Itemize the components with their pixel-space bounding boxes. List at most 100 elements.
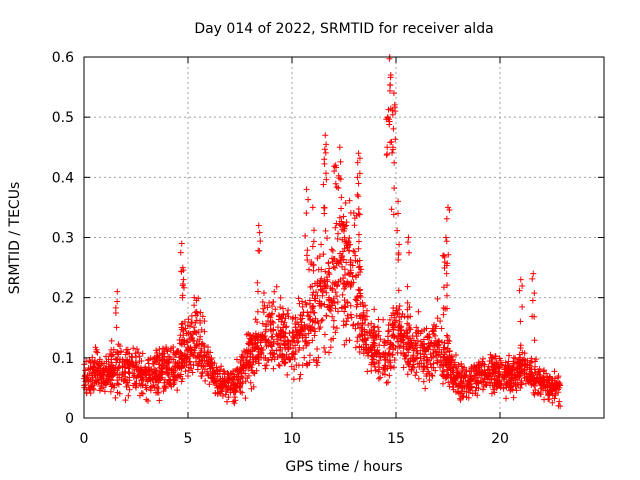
data-point — [256, 229, 263, 236]
data-point — [530, 270, 537, 277]
data-point — [291, 366, 298, 373]
data-point — [281, 319, 288, 326]
data-point — [445, 204, 451, 211]
data-point — [189, 334, 196, 341]
data-point — [332, 289, 339, 296]
axis-ticks: 0 0.1 0.2 0.3 0.4 0.5 0.6 0 5 10 15 20 — [52, 50, 604, 447]
data-point — [109, 365, 116, 372]
data-point — [247, 359, 254, 366]
data-point — [124, 356, 131, 363]
data-point — [254, 308, 261, 315]
data-point — [310, 262, 317, 269]
data-point — [390, 211, 397, 218]
data-point — [382, 340, 389, 347]
data-point — [123, 379, 130, 386]
data-point — [323, 176, 330, 183]
data-point — [192, 319, 199, 326]
data-point — [445, 251, 452, 258]
data-point — [257, 347, 264, 354]
data-point — [387, 339, 394, 346]
data-point — [356, 324, 363, 331]
data-point — [392, 136, 399, 143]
data-point — [412, 372, 419, 379]
data-point — [130, 382, 137, 389]
data-point — [274, 324, 281, 331]
data-point — [190, 353, 197, 360]
data-point — [425, 333, 432, 340]
data-point — [300, 309, 307, 316]
data-point — [552, 383, 559, 390]
data-point — [341, 225, 348, 232]
data-point — [216, 389, 223, 396]
data-point — [546, 373, 553, 380]
data-point — [100, 372, 107, 379]
data-point — [216, 383, 223, 390]
data-point — [296, 375, 303, 382]
data-point — [275, 312, 282, 319]
data-point — [217, 376, 224, 383]
data-point — [489, 354, 496, 361]
data-point — [122, 397, 129, 404]
data-point — [415, 375, 422, 382]
data-point — [435, 337, 442, 344]
data-point — [370, 344, 377, 351]
data-point — [448, 353, 455, 360]
data-point — [414, 347, 421, 354]
data-point — [309, 243, 316, 250]
data-point — [87, 390, 94, 397]
data-point — [237, 366, 244, 373]
data-point — [161, 376, 168, 383]
x-tick-label: 10 — [283, 431, 301, 447]
data-point — [209, 374, 216, 381]
data-point — [153, 347, 160, 354]
data-point — [521, 370, 528, 377]
data-point — [108, 370, 115, 377]
data-point — [311, 309, 318, 316]
data-point — [430, 353, 437, 360]
data-point — [303, 360, 310, 367]
data-point — [362, 341, 369, 348]
data-point — [491, 389, 498, 396]
data-point — [434, 357, 441, 364]
data-point — [352, 344, 359, 351]
data-point — [437, 318, 444, 325]
data-point — [316, 280, 323, 287]
data-point — [461, 364, 468, 371]
data-point — [250, 369, 257, 376]
data-point — [118, 348, 125, 355]
data-point — [262, 365, 269, 372]
data-point — [294, 339, 301, 346]
data-point — [371, 340, 378, 347]
data-point — [502, 359, 509, 366]
data-point — [96, 383, 103, 390]
data-point — [130, 345, 137, 352]
data-point — [551, 380, 558, 387]
data-point — [476, 364, 483, 371]
data-point — [192, 309, 199, 316]
data-point — [104, 368, 111, 375]
data-point — [354, 159, 361, 166]
data-point — [330, 335, 337, 342]
data-point — [519, 349, 526, 356]
data-point — [334, 298, 341, 305]
data-point — [295, 338, 302, 345]
data-point — [185, 316, 192, 323]
data-point — [472, 390, 479, 397]
data-point — [290, 337, 297, 344]
data-point — [396, 313, 403, 320]
x-tick-label: 0 — [80, 431, 89, 447]
data-point — [172, 351, 179, 358]
data-point — [404, 340, 411, 347]
data-point — [310, 238, 317, 245]
data-point — [361, 316, 368, 323]
data-point — [108, 337, 115, 344]
data-point — [324, 276, 331, 283]
data-point — [515, 356, 522, 363]
data-point — [394, 227, 401, 234]
data-point — [357, 290, 364, 297]
data-point — [525, 377, 532, 384]
data-point — [390, 125, 397, 132]
data-point — [333, 260, 340, 267]
data-point — [430, 328, 437, 335]
